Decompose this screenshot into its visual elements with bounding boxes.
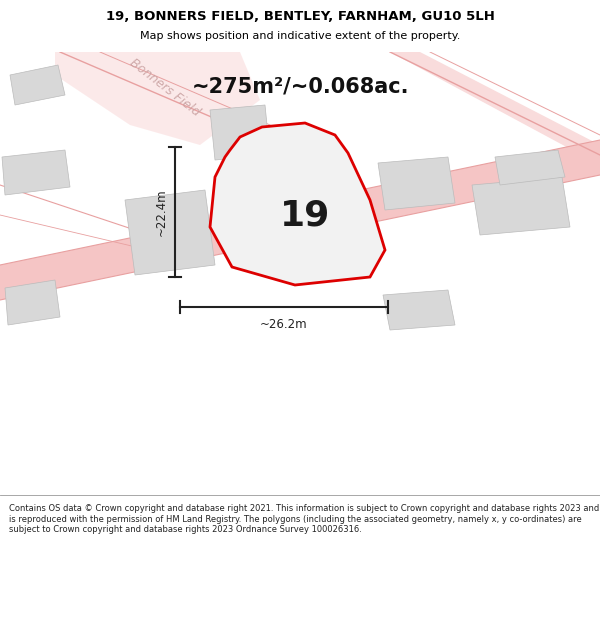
Text: Contains OS data © Crown copyright and database right 2021. This information is : Contains OS data © Crown copyright and d… xyxy=(9,504,599,534)
Polygon shape xyxy=(210,123,385,285)
Text: Map shows position and indicative extent of the property.: Map shows position and indicative extent… xyxy=(140,31,460,41)
Polygon shape xyxy=(10,65,65,105)
Polygon shape xyxy=(5,280,60,325)
Polygon shape xyxy=(378,157,455,210)
Text: 19: 19 xyxy=(280,198,330,232)
Text: 19, BONNERS FIELD, BENTLEY, FARNHAM, GU10 5LH: 19, BONNERS FIELD, BENTLEY, FARNHAM, GU1… xyxy=(106,11,494,23)
Text: Bonners Field: Bonners Field xyxy=(127,56,203,118)
Polygon shape xyxy=(125,190,215,275)
Polygon shape xyxy=(55,52,260,145)
Polygon shape xyxy=(383,290,455,330)
Polygon shape xyxy=(472,177,570,235)
Polygon shape xyxy=(0,140,600,300)
Text: ~22.4m: ~22.4m xyxy=(155,188,167,236)
Polygon shape xyxy=(2,150,70,195)
Text: ~275m²/~0.068ac.: ~275m²/~0.068ac. xyxy=(191,77,409,97)
Text: ~26.2m: ~26.2m xyxy=(260,319,308,331)
Polygon shape xyxy=(390,52,600,165)
Polygon shape xyxy=(210,105,270,160)
Polygon shape xyxy=(495,150,565,185)
